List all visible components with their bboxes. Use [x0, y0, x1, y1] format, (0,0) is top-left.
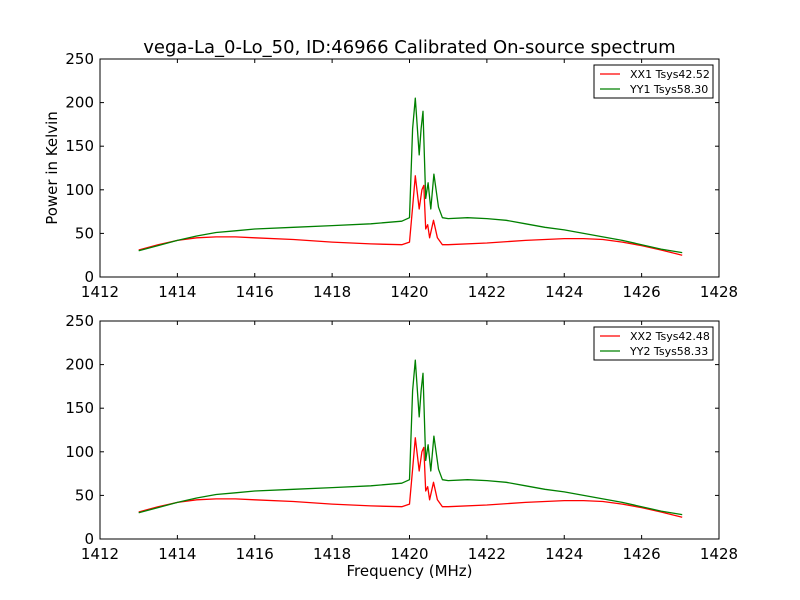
legend-label: XX1 Tsys42.52 — [630, 68, 710, 81]
x-tick-label: 1412 — [81, 283, 119, 301]
x-tick-label: 1416 — [236, 545, 274, 563]
legend-label: YY1 Tsys58.30 — [629, 83, 708, 96]
x-tick-label: 1426 — [623, 283, 661, 301]
x-tick-label: 1412 — [81, 545, 119, 563]
x-tick-label: 1420 — [390, 283, 428, 301]
y-tick-label: 150 — [65, 399, 94, 417]
y-tick-label: 100 — [65, 181, 94, 199]
x-tick-label: 1428 — [700, 283, 738, 301]
x-tick-label: 1426 — [623, 545, 661, 563]
x-tick-label: 1418 — [313, 283, 351, 301]
x-tick-label: 1428 — [700, 545, 738, 563]
x-axis-label: Frequency (MHz) — [346, 562, 472, 580]
x-tick-label: 1418 — [313, 545, 351, 563]
legend-label: XX2 Tsys42.48 — [630, 330, 710, 343]
series-line-yy2 — [138, 359, 683, 516]
subplot-2: 1412 1414 1416 1418 1420 1422 1424 1426 1428 0 50 1… — [65, 312, 738, 580]
y-tick-label: 200 — [65, 94, 94, 112]
legend-box — [593, 326, 714, 361]
x-tick-label: 1420 — [390, 545, 428, 563]
chart-title: vega-La_0-Lo_50, ID:46966 Calibrated On-… — [143, 37, 675, 58]
legend: XX1 Tsys42.52 YY1 Tsys58.30 — [593, 64, 714, 99]
x-tick-label: 1414 — [158, 545, 196, 563]
series-line-yy1 — [138, 97, 683, 254]
x-tick-label: 1424 — [545, 283, 583, 301]
y-tick-label: 0 — [84, 530, 94, 548]
x-tick-label: 1422 — [468, 545, 506, 563]
series-line-xx1 — [138, 175, 683, 256]
y-tick-label: 0 — [84, 268, 94, 286]
y-tick-label: 50 — [75, 224, 94, 242]
legend: XX2 Tsys42.48 YY2 Tsys58.33 — [593, 326, 714, 361]
y-tick-label: 250 — [65, 312, 94, 330]
x-tick-label: 1424 — [545, 545, 583, 563]
y-tick-label: 250 — [65, 50, 94, 68]
legend-box — [593, 64, 714, 99]
subplot-1: 1412 1414 1416 1418 1420 1422 1424 1426 1428 0 50 1… — [43, 37, 738, 301]
series-line-xx2 — [138, 437, 683, 518]
x-tick-label: 1414 — [158, 283, 196, 301]
y-tick-label: 100 — [65, 443, 94, 461]
legend-label: YY2 Tsys58.33 — [629, 345, 708, 358]
x-tick-label: 1416 — [236, 283, 274, 301]
y-axis-label: Power in Kelvin — [43, 111, 61, 225]
x-tick-label: 1422 — [468, 283, 506, 301]
y-tick-label: 50 — [75, 486, 94, 504]
y-tick-label: 150 — [65, 137, 94, 155]
y-tick-label: 200 — [65, 356, 94, 374]
